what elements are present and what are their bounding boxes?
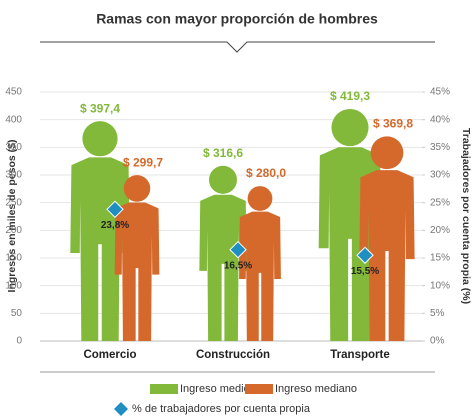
y2-tick-label: 15% [430,253,450,264]
y-tick-label: 350 [5,142,22,153]
y-axis-title: Ingresos en miles de pesos ($) [6,140,18,293]
y-tick-label: 0 [16,336,22,347]
y-tick-label: 250 [5,197,22,208]
percent-label: 23,8% [101,220,129,231]
y2-tick-label: 5% [430,308,445,319]
legend-label: Ingreso medio [180,383,250,395]
y-tick-label: 300 [5,170,22,181]
y2-axis-title: Trabajadores por cuenta propia (%) [460,128,472,304]
title-divider [40,42,435,52]
legend-label: Ingreso mediano [275,383,357,395]
y2-tick-label: 45% [430,87,450,98]
y2-tick-label: 35% [430,142,450,153]
y2-tick-label: 10% [430,280,450,291]
chart-title: Ramas con mayor proporción de hombres [96,11,378,27]
x-tick-label: Construcción [196,349,270,361]
y2-tick-label: 20% [430,225,450,236]
value-label: $ 280,0 [246,166,286,180]
value-label: $ 419,3 [330,89,370,103]
chart: Ramas con mayor proporción de hombres In… [0,0,475,420]
y-tick-label: 100 [5,280,22,291]
legend-swatch [150,384,178,394]
value-label: $ 397,4 [80,101,120,115]
value-label: $ 299,7 [123,155,163,169]
y2-tick-label: 25% [430,197,450,208]
y-tick-label: 450 [5,87,22,98]
legend-swatch [114,402,128,416]
legend-swatch [245,384,273,394]
y2-tick-label: 30% [430,170,450,181]
y-tick-label: 150 [5,253,22,264]
y-tick-label: 200 [5,225,22,236]
percent-label: 15,5% [351,266,379,277]
percent-label: 16,5% [224,260,252,271]
value-label: $ 316,6 [203,146,243,160]
x-tick-label: Transporte [330,349,389,361]
legend-label: % de trabajadores por cuenta propia [132,403,311,415]
y-tick-label: 50 [11,308,23,319]
value-label: $ 369,8 [373,117,413,131]
y2-tick-label: 0% [430,336,445,347]
y-tick-label: 400 [5,114,22,125]
x-tick-label: Comercio [83,349,136,361]
y2-tick-label: 40% [430,114,450,125]
